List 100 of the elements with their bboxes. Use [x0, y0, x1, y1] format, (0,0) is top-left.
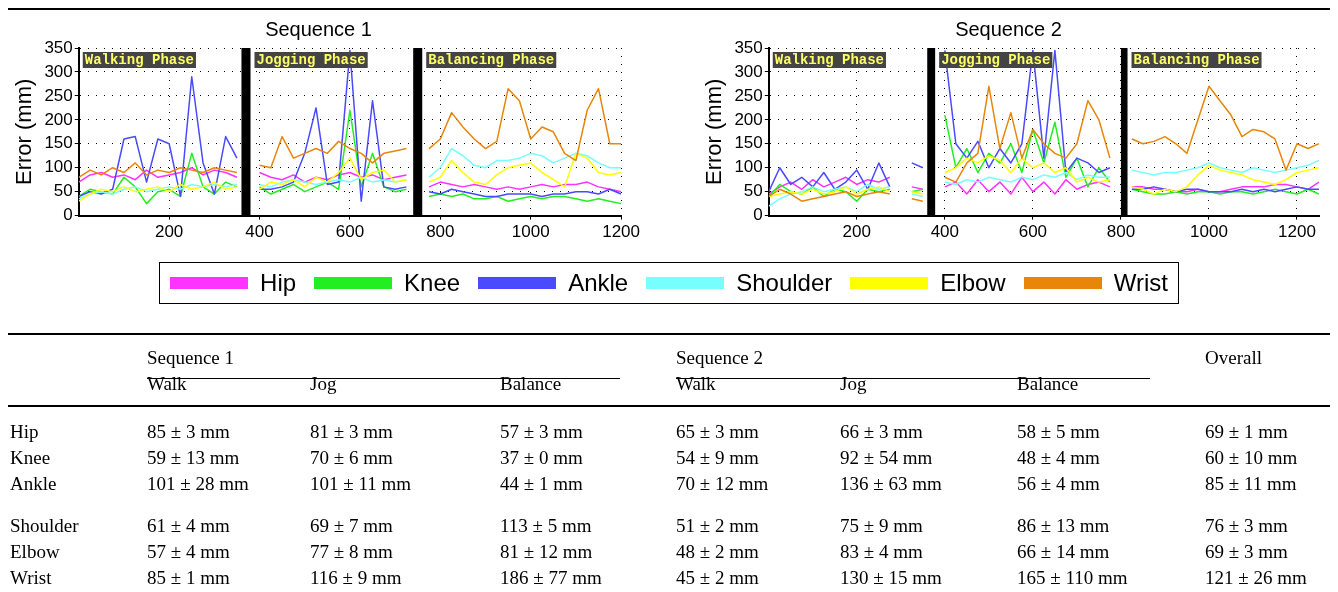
- x-tick-label: 1200: [602, 222, 640, 242]
- x-tick-label: 800: [1106, 222, 1136, 242]
- text: Balance: [500, 373, 562, 395]
- y-tick-label: 350: [44, 37, 73, 57]
- text: 61 ± 4 mm: [147, 515, 230, 537]
- y-tick-label: 0: [753, 205, 763, 225]
- text: 66 ± 14 mm: [1017, 541, 1110, 563]
- text: Shoulder: [10, 515, 79, 537]
- legend-label: Shoulder: [736, 269, 833, 297]
- text: Balance: [1017, 373, 1079, 395]
- text: 101 ± 11 mm: [310, 473, 412, 495]
- text: 75 ± 9 mm: [840, 515, 923, 537]
- text: 70 ± 6 mm: [310, 447, 393, 469]
- text: 113 ± 5 mm: [500, 515, 592, 537]
- y-tick-label: 150: [734, 133, 763, 153]
- text: 57 ± 4 mm: [147, 541, 230, 563]
- annotation: Walking Phase: [774, 51, 884, 68]
- annotation: Jogging Phase: [941, 51, 1051, 68]
- y-tick-label: 250: [44, 85, 73, 105]
- y-tick-label: 50: [53, 181, 73, 201]
- text: 81 ± 12 mm: [500, 541, 593, 563]
- text: 69 ± 1 mm: [1205, 421, 1288, 443]
- x-tick-label: 400: [930, 222, 960, 242]
- text: 130 ± 15 mm: [840, 567, 942, 589]
- text: 121 ± 26 mm: [1205, 567, 1307, 589]
- y-tick-label: 250: [734, 85, 763, 105]
- x-tick-label: 800: [426, 222, 455, 242]
- text: 81 ± 3 mm: [310, 421, 393, 443]
- text: Wrist: [10, 567, 52, 589]
- text: 58 ± 5 mm: [1017, 421, 1100, 443]
- annotation: Jogging Phase: [256, 51, 366, 68]
- x-tick-label: 1000: [1190, 222, 1228, 242]
- text: 48 ± 2 mm: [676, 541, 759, 563]
- legend-label: Hip: [260, 269, 297, 297]
- text: Elbow: [10, 541, 60, 563]
- annotation: Walking Phase: [84, 51, 194, 68]
- annotation: Balancing Phase: [428, 51, 555, 68]
- y-tick-label: 350: [734, 37, 763, 57]
- legend-label: Knee: [404, 269, 461, 297]
- text: 54 ± 9 mm: [676, 447, 759, 469]
- y-tick-label: 300: [734, 61, 763, 81]
- y-axis-title: Error (mm): [701, 78, 727, 185]
- text: Sequence 1: [147, 347, 235, 369]
- text: Overall: [1205, 347, 1262, 369]
- text: 51 ± 2 mm: [676, 515, 759, 537]
- text: 66 ± 3 mm: [840, 421, 923, 443]
- legend-label: Elbow: [940, 269, 1006, 297]
- text: 76 ± 3 mm: [1205, 515, 1288, 537]
- text: 186 ± 77 mm: [500, 567, 602, 589]
- text: 44 ± 1 mm: [500, 473, 583, 495]
- annotation: Balancing Phase: [1133, 51, 1260, 68]
- text: 48 ± 4 mm: [1017, 447, 1100, 469]
- x-tick-label: 200: [842, 222, 871, 242]
- x-tick-label: 400: [245, 222, 274, 242]
- y-tick-label: 150: [44, 133, 73, 153]
- text: Walk: [147, 373, 187, 395]
- text: 57 ± 3 mm: [500, 421, 583, 443]
- text: 116 ± 9 mm: [310, 567, 402, 589]
- y-tick-label: 50: [743, 181, 763, 201]
- text: Hip: [10, 421, 39, 443]
- y-tick-label: 100: [44, 157, 73, 177]
- chart-title: Sequence 2: [955, 17, 1062, 40]
- text: 60 ± 10 mm: [1205, 447, 1298, 469]
- text: Walk: [676, 373, 716, 395]
- text: 70 ± 12 mm: [676, 473, 769, 495]
- text: 83 ± 4 mm: [840, 541, 923, 563]
- x-tick-label: 200: [154, 222, 184, 242]
- text: 37 ± 0 mm: [500, 447, 583, 469]
- x-tick-label: 1000: [511, 222, 550, 242]
- text: Sequence 2: [676, 347, 764, 369]
- text: 92 ± 54 mm: [840, 447, 933, 469]
- text: 69 ± 3 mm: [1205, 541, 1288, 563]
- y-tick-label: 200: [44, 109, 73, 129]
- y-tick-label: 200: [734, 109, 763, 129]
- text: 56 ± 4 mm: [1017, 473, 1100, 495]
- text: 86 ± 13 mm: [1017, 515, 1110, 537]
- text: 101 ± 28 mm: [147, 473, 249, 495]
- text: 69 ± 7 mm: [310, 515, 393, 537]
- text: 59 ± 13 mm: [147, 447, 240, 469]
- y-tick-label: 0: [63, 205, 73, 225]
- text: 165 ± 110 mm: [1017, 567, 1128, 589]
- x-tick-label: 600: [335, 222, 365, 242]
- text: Ankle: [10, 473, 57, 495]
- text: 45 ± 2 mm: [676, 567, 759, 589]
- text: 77 ± 8 mm: [310, 541, 393, 563]
- text: 136 ± 63 mm: [840, 473, 942, 495]
- text: 85 ± 11 mm: [1205, 473, 1297, 495]
- legend-label: Wrist: [1113, 269, 1168, 297]
- chart-title: Sequence 1: [265, 17, 372, 40]
- text: Knee: [10, 447, 51, 469]
- text: 85 ± 3 mm: [147, 421, 230, 443]
- text: 85 ± 1 mm: [147, 567, 230, 589]
- y-tick-label: 300: [44, 61, 73, 81]
- y-axis-title: Error (mm): [11, 78, 37, 185]
- x-tick-label: 600: [1018, 222, 1048, 242]
- text: 65 ± 3 mm: [676, 421, 759, 443]
- text: Jog: [310, 373, 337, 395]
- text: Jog: [840, 373, 867, 395]
- legend-label: Ankle: [568, 269, 629, 297]
- y-tick-label: 100: [734, 157, 763, 177]
